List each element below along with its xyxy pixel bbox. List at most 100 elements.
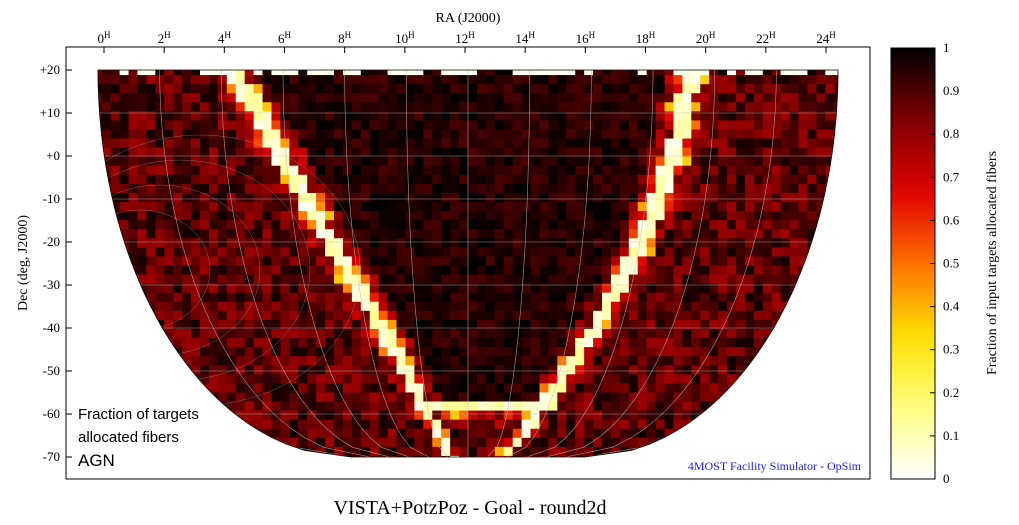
heatmap-cell: [476, 283, 487, 294]
heatmap-cell: [753, 374, 764, 384]
heatmap-cell: [441, 192, 451, 203]
heatmap-cell: [459, 129, 469, 139]
heatmap-cell: [414, 365, 424, 375]
heatmap-cell: [459, 102, 469, 112]
heatmap-cell: [307, 84, 317, 94]
heatmap-cell: [610, 138, 621, 149]
heatmap-cell: [807, 356, 817, 366]
heatmap-cell: [736, 428, 746, 439]
heatmap-cell: [226, 437, 237, 448]
heatmap-cell: [423, 70, 433, 76]
heatmap-cell: [771, 374, 782, 384]
heatmap-cell: [244, 274, 254, 285]
heatmap-cell: [289, 138, 299, 149]
heatmap-cell: [450, 120, 460, 130]
heatmap-cell: [369, 365, 380, 375]
heatmap-cell: [414, 211, 424, 221]
heatmap-cell: [119, 75, 129, 85]
heatmap-cell: [137, 192, 147, 203]
heatmap-cell: [780, 70, 790, 76]
heatmap-cell: [468, 111, 478, 121]
heatmap-cell: [182, 328, 192, 339]
heatmap-cell: [691, 75, 701, 85]
heatmap-cell: [485, 338, 496, 348]
heatmap-cell: [503, 419, 514, 430]
heatmap-cell: [807, 229, 817, 239]
heatmap-cell: [861, 139, 870, 148]
heatmap-cell: [441, 156, 451, 167]
heatmap-cell: [619, 183, 630, 194]
heatmap-cell: [450, 419, 460, 430]
heatmap-cell: [155, 374, 165, 384]
heatmap-cell: [727, 292, 737, 303]
heatmap-cell: [84, 293, 93, 302]
heatmap-cell: [602, 174, 612, 185]
heatmap-cell: [637, 70, 648, 76]
heatmap-cell: [351, 75, 362, 85]
heatmap-cell: [253, 147, 263, 158]
heatmap-cell: [351, 138, 362, 149]
heatmap-cell: [432, 111, 442, 121]
heatmap-cell: [798, 70, 808, 76]
heatmap-cell: [405, 93, 415, 103]
heatmap-cell: [325, 319, 335, 330]
heatmap-cell: [459, 265, 469, 275]
heatmap-cell: [280, 338, 290, 348]
heatmap-cell: [816, 165, 826, 176]
heatmap-cell: [852, 111, 861, 120]
heatmap-cell: [593, 70, 603, 76]
heatmap-cell: [110, 310, 120, 321]
heatmap-cell: [709, 174, 719, 185]
heatmap-cell: [664, 202, 674, 212]
heatmap-cell: [244, 374, 254, 384]
heatmap-cell: [387, 102, 397, 112]
heatmap-cell: [494, 147, 505, 158]
heatmap-cell: [289, 229, 299, 239]
heatmap-cell: [485, 265, 496, 275]
heatmap-cell: [101, 274, 112, 285]
heatmap-cell: [807, 174, 817, 185]
heatmap-cell: [503, 310, 514, 321]
heatmap-cell: [253, 102, 263, 112]
heatmap-cell: [521, 446, 531, 457]
heatmap-cell: [423, 93, 433, 103]
heatmap-cell: [476, 84, 487, 94]
heatmap-cell: [128, 165, 138, 176]
heatmap-cell: [217, 374, 228, 384]
heatmap-cell: [637, 383, 648, 393]
heatmap-cell: [146, 165, 156, 176]
heatmap-cell: [610, 102, 621, 112]
heatmap-cell: [119, 102, 129, 112]
heatmap-cell: [593, 156, 603, 167]
heatmap-cell: [557, 202, 567, 212]
heatmap-cell: [173, 192, 183, 203]
heatmap-cell: [646, 156, 656, 167]
heatmap-cell: [369, 129, 380, 139]
heatmap-cell: [369, 70, 380, 76]
heatmap-cell: [432, 274, 442, 285]
heatmap-cell: [655, 356, 665, 366]
heatmap-cell: [530, 165, 540, 176]
heatmap-cell: [727, 102, 737, 112]
heatmap-cell: [780, 183, 790, 194]
heatmap-cell: [512, 174, 522, 185]
heatmap-cell: [852, 402, 861, 411]
heatmap-cell: [441, 338, 451, 348]
heatmap-cell: [98, 256, 103, 266]
heatmap-cell: [191, 75, 201, 85]
heatmap-cell: [521, 419, 531, 430]
heatmap-cell: [98, 283, 103, 294]
heatmap-cell: [414, 183, 424, 194]
heatmap-cell: [98, 247, 103, 257]
heatmap-cell: [682, 401, 692, 411]
heatmap-cell: [485, 292, 496, 303]
heatmap-cell: [762, 428, 773, 439]
heatmap-cell: [825, 301, 835, 312]
heatmap-cell: [217, 229, 228, 239]
heatmap-cell: [316, 93, 326, 103]
heatmap-cell: [155, 120, 165, 130]
heatmap-cell: [280, 446, 290, 457]
heatmap-cell: [405, 256, 415, 266]
heatmap-cell: [566, 256, 576, 266]
heatmap-cell: [691, 410, 701, 421]
